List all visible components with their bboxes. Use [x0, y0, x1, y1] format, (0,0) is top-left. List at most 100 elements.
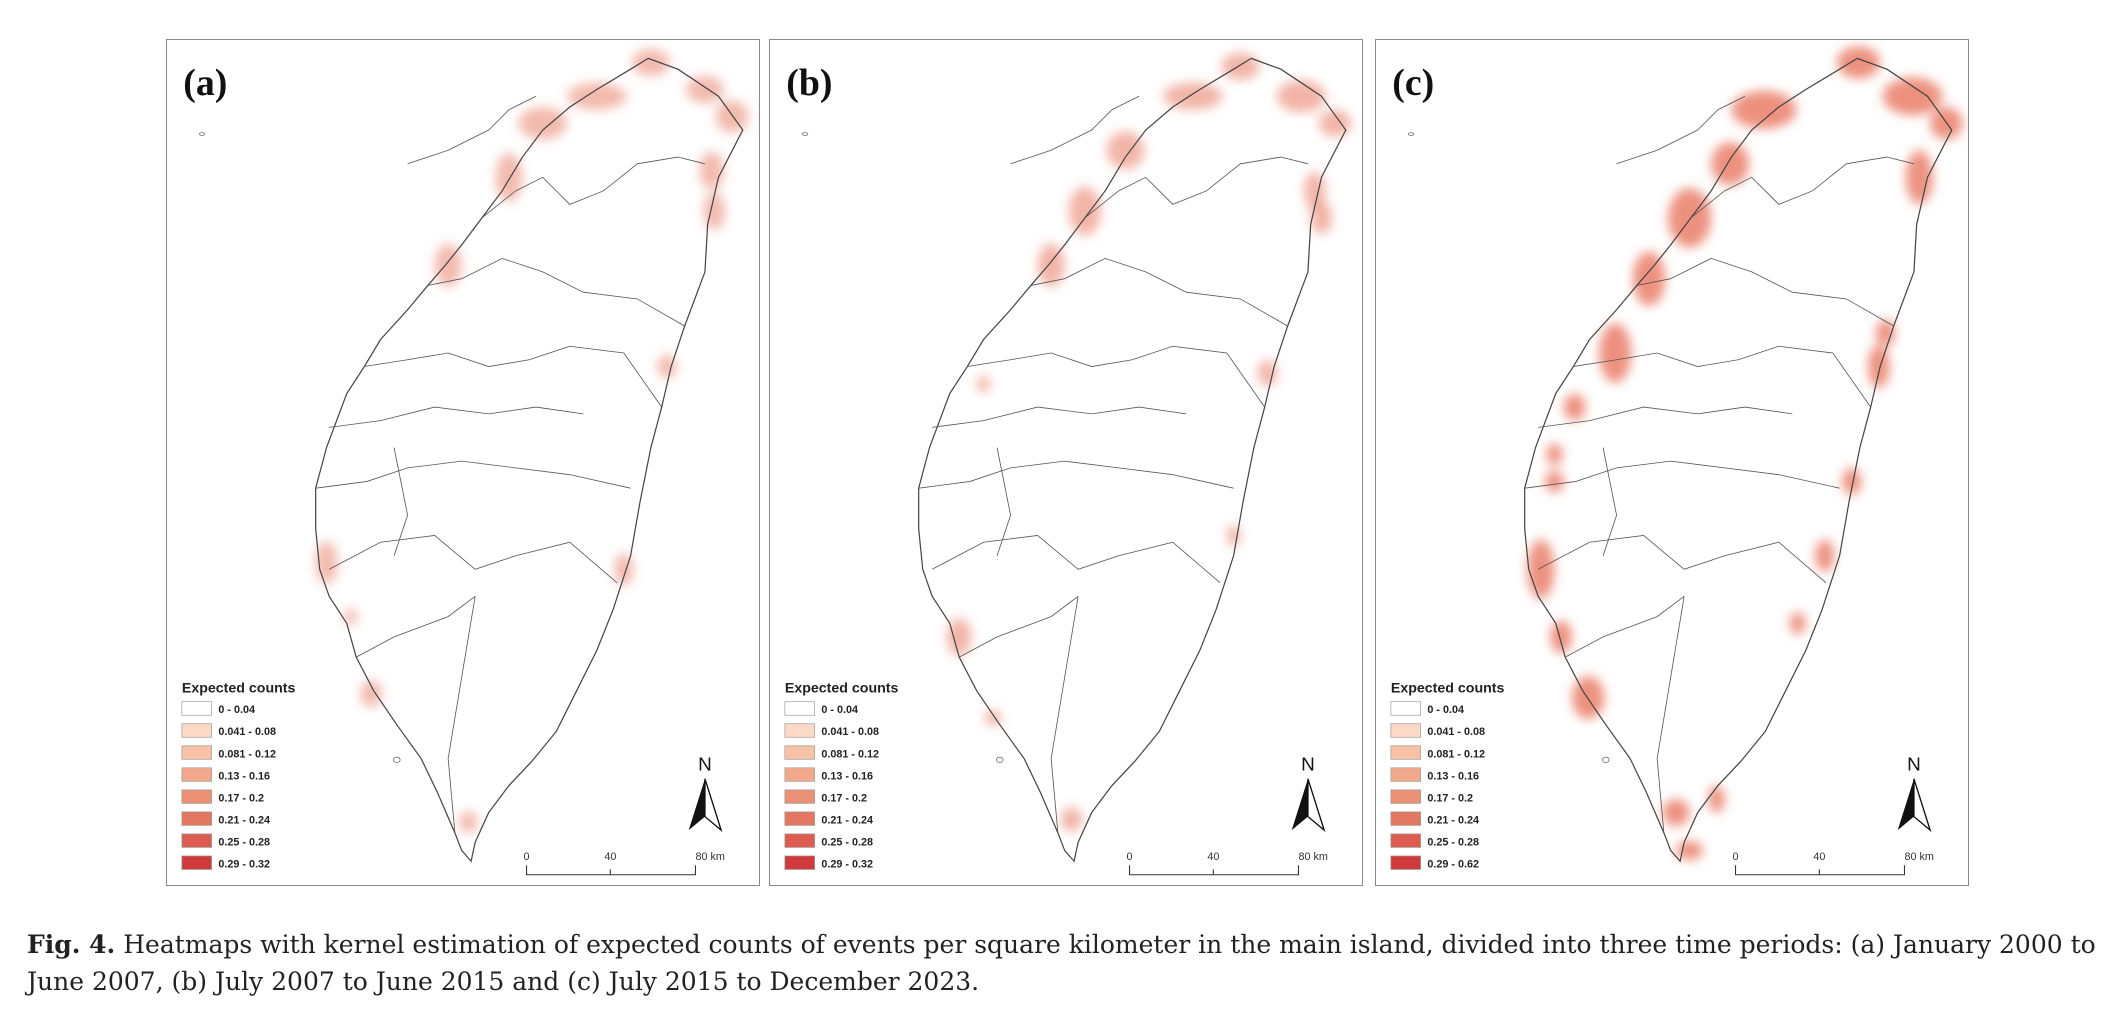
scale-bar [1128, 865, 1300, 876]
heat-spot [495, 152, 523, 202]
north-label: N [698, 755, 712, 776]
county-boundary [481, 156, 706, 219]
heat-spot [1221, 52, 1260, 80]
north-arrow-dark [1291, 778, 1308, 831]
county-boundary [393, 447, 409, 556]
county-boundary [996, 447, 1012, 556]
legend-swatch [181, 811, 212, 826]
county-boundary [1538, 406, 1793, 428]
caption-text: Heatmaps with kernel estimation of expec… [27, 930, 2096, 996]
county-boundary [1616, 95, 1746, 165]
heat-layer [1527, 46, 1963, 860]
heat-spot [1544, 470, 1564, 493]
scale-label: 80 km [1298, 851, 1327, 863]
legend-swatch [181, 701, 212, 716]
heat-spot [458, 811, 478, 833]
legend-swatch [784, 723, 815, 738]
legend-label: 0.17 - 0.2 [1427, 792, 1473, 804]
legend-label: 0.13 - 0.16 [218, 770, 270, 782]
heat-spot [1662, 799, 1690, 827]
heat-spot [1550, 620, 1572, 654]
legend-label: 0.21 - 0.24 [1427, 814, 1479, 826]
heat-spot [1711, 142, 1750, 186]
county-boundary [427, 257, 685, 327]
north-label: N [1907, 755, 1921, 776]
map-panel: (c) Expected counts 0 - 0.04 0.041 - 0.08 0.… [1375, 39, 1969, 886]
islet [1602, 756, 1610, 763]
legend-swatch [784, 833, 815, 848]
legend-label: 0.25 - 0.28 [218, 836, 270, 848]
scale-label: 40 [1813, 851, 1825, 863]
island-outline [918, 57, 1347, 863]
scale-label: 0 [1127, 851, 1133, 863]
islet [802, 132, 809, 136]
heat-spot [984, 709, 1002, 727]
heat-layer [315, 48, 749, 833]
heat-spot [699, 151, 724, 190]
map-panel: (a) Expected counts 0 - 0.04 0.041 - 0.08 0.… [166, 39, 760, 886]
panel-label: (a) [183, 62, 227, 104]
scale-label: 40 [1207, 851, 1219, 863]
north-label: N [1301, 755, 1315, 776]
county-boundary [1524, 460, 1840, 489]
legend-swatch [181, 745, 212, 760]
islet [1408, 132, 1415, 136]
legend-swatch [181, 833, 212, 848]
county-boundary [932, 535, 1221, 584]
heat-spot [567, 82, 627, 110]
legend-label: 0.17 - 0.2 [821, 792, 867, 804]
legend-label: 0.29 - 0.62 [1427, 858, 1479, 870]
county-boundary [1010, 95, 1140, 165]
heat-spot [1226, 524, 1241, 547]
legend-label: 0.081 - 0.12 [1427, 748, 1485, 760]
county-boundary [447, 596, 476, 833]
legend-title: Expected counts [785, 680, 899, 696]
county-boundary [1602, 447, 1618, 556]
legend-label: 0.041 - 0.08 [218, 726, 276, 738]
legend-swatch [1390, 701, 1421, 716]
heat-spot [1876, 319, 1896, 347]
legend-label: 0.29 - 0.32 [218, 858, 270, 870]
scale-label: 80 km [1904, 851, 1933, 863]
north-arrow-dark [1897, 778, 1914, 831]
legend-label: 0.13 - 0.16 [821, 770, 873, 782]
legend-swatch [181, 789, 212, 804]
legend-swatch [784, 767, 815, 782]
county-boundary [1565, 595, 1685, 658]
heat-spot [686, 75, 724, 103]
heat-spot [1667, 188, 1712, 248]
legend-swatch [1390, 723, 1421, 738]
legend-label: 0.081 - 0.12 [218, 748, 276, 760]
county-boundary [356, 595, 476, 658]
north-arrow-light [1307, 778, 1326, 833]
heat-spot [1815, 539, 1835, 572]
legend-label: 0 - 0.04 [1427, 704, 1464, 716]
heat-spot [1527, 539, 1555, 600]
legend-label: 0.041 - 0.08 [1427, 726, 1485, 738]
county-boundary [932, 406, 1187, 428]
caption-label: Fig. 4. [27, 930, 116, 959]
heat-spot [631, 48, 670, 76]
legend-title: Expected counts [1391, 680, 1505, 696]
county-boundary [918, 460, 1234, 489]
north-arrow-light [1913, 778, 1932, 833]
legend-label: 0.29 - 0.32 [821, 858, 873, 870]
heat-spot [360, 680, 382, 708]
heat-spot [1867, 344, 1890, 389]
county-boundary [1690, 156, 1915, 219]
county-boundary [959, 595, 1079, 658]
north-arrow-light [704, 778, 723, 833]
heat-spot [344, 608, 358, 625]
county-boundary [1050, 596, 1079, 833]
legend-swatch [784, 789, 815, 804]
heat-spot [1037, 243, 1065, 287]
heat-spot [1789, 612, 1806, 635]
heat-spot [1318, 109, 1352, 137]
legend-swatch [1390, 811, 1421, 826]
heat-layer [947, 52, 1352, 832]
legend-label: 0.21 - 0.24 [218, 814, 270, 826]
county-boundary [1636, 257, 1894, 327]
legend-swatch [784, 701, 815, 716]
heat-spot [657, 354, 677, 379]
